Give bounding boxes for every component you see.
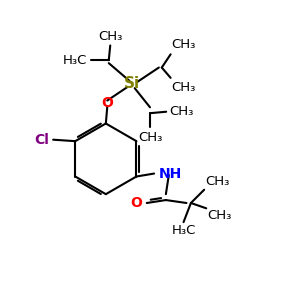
Text: CH₃: CH₃ bbox=[171, 38, 196, 51]
Text: CH₃: CH₃ bbox=[171, 81, 196, 94]
Text: O: O bbox=[131, 196, 142, 210]
Text: CH₃: CH₃ bbox=[170, 105, 194, 118]
Text: H₃C: H₃C bbox=[62, 54, 87, 67]
Text: O: O bbox=[101, 96, 113, 110]
Text: H₃C: H₃C bbox=[171, 224, 196, 237]
Text: CH₃: CH₃ bbox=[138, 131, 162, 144]
Text: CH₃: CH₃ bbox=[99, 29, 123, 43]
Text: Si: Si bbox=[124, 76, 140, 91]
Text: CH₃: CH₃ bbox=[205, 175, 230, 188]
Text: CH₃: CH₃ bbox=[207, 209, 232, 223]
Text: NH: NH bbox=[158, 167, 182, 181]
Text: Cl: Cl bbox=[34, 133, 49, 147]
